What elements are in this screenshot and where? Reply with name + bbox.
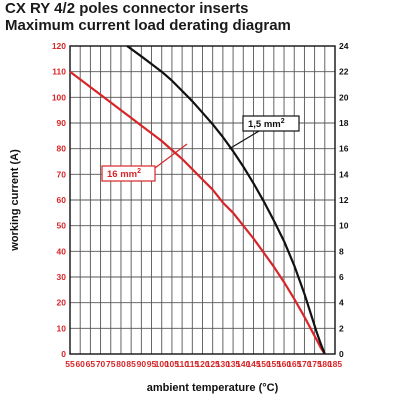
series-line (69, 70, 326, 355)
y-right-tick-label: 4 (339, 298, 344, 308)
x-tick-label: 100 (155, 359, 169, 369)
y-left-tick-label: 110 (52, 67, 66, 77)
x-tick-label: 185 (328, 359, 342, 369)
series-label: 16 mm2 (107, 168, 141, 180)
x-tick-label: 125 (206, 359, 220, 369)
x-tick-label: 105 (165, 359, 179, 369)
x-tick-label: 70 (96, 359, 106, 369)
x-tick-label: 75 (106, 359, 116, 369)
annotation-leader-line (228, 130, 260, 150)
y-left-tick-label: 50 (57, 221, 67, 231)
x-tick-label: 130 (216, 359, 230, 369)
y-right-tick-label: 8 (339, 246, 344, 256)
y-right-tick-label: 22 (339, 67, 349, 77)
y-left-tick-label: 0 (61, 349, 66, 359)
y-right-tick-label: 6 (339, 272, 344, 282)
y-left-tick-label: 100 (52, 92, 66, 102)
x-tick-label: 80 (116, 359, 126, 369)
y-left-tick-label: 10 (57, 323, 67, 333)
chart-title: CX RY 4/2 poles connector inserts (5, 0, 249, 17)
x-tick-label: 180 (318, 359, 332, 369)
x-tick-label: 120 (195, 359, 209, 369)
title-block: CX RY 4/2 poles connector inserts Maximu… (5, 0, 291, 34)
x-tick-label: 85 (126, 359, 136, 369)
y-right-tick-label: 10 (339, 221, 349, 231)
y-right-tick-label: 16 (339, 144, 349, 154)
y-axis-label: working current (A) (9, 149, 21, 252)
x-tick-label: 110 (175, 359, 189, 369)
y-right-tick-label: 12 (339, 195, 349, 205)
y-left-tick-label: 40 (57, 246, 67, 256)
y-left-tick-label: 60 (57, 195, 67, 205)
plot-frame (69, 45, 336, 355)
x-tick-label: 155 (267, 359, 281, 369)
x-tick-label: 55 (65, 359, 75, 369)
y-right-tick-label: 2 (339, 323, 344, 333)
x-tick-label: 175 (308, 359, 322, 369)
x-tick-label: 150 (257, 359, 271, 369)
annotation-box (101, 165, 156, 182)
y-left-tick-label: 30 (57, 272, 67, 282)
y-right-tick-label: 0 (339, 349, 344, 359)
y-left-tick-label: 80 (57, 144, 67, 154)
x-tick-label: 90 (137, 359, 147, 369)
x-tick-label: 145 (246, 359, 260, 369)
y-left-tick-label: 90 (57, 118, 67, 128)
x-tick-label: 135 (226, 359, 240, 369)
x-tick-label: 165 (287, 359, 301, 369)
y-left-tick-label: 70 (57, 169, 67, 179)
x-tick-label: 160 (277, 359, 291, 369)
y-right-tick-label: 14 (339, 169, 349, 179)
x-tick-label: 60 (75, 359, 85, 369)
y-left-tick-label: 20 (57, 298, 67, 308)
y-right-tick-label: 20 (339, 92, 349, 102)
series-label: 1,5 mm2 (248, 118, 285, 130)
x-tick-label: 65 (86, 359, 96, 369)
annotation-leader-line (154, 143, 188, 169)
y-left-tick-label: 120 (52, 41, 66, 51)
x-tick-label: 95 (147, 359, 157, 369)
y-right-tick-label: 24 (339, 41, 349, 51)
x-axis-label: ambient temperature (°C) (147, 382, 279, 394)
y-right-tick-label: 18 (339, 118, 349, 128)
x-tick-label: 115 (185, 359, 199, 369)
x-tick-label: 140 (236, 359, 250, 369)
x-tick-label: 170 (297, 359, 311, 369)
series-line (126, 45, 326, 355)
chart-subtitle: Maximum current load derating diagram (5, 17, 291, 34)
annotation-box (242, 115, 300, 132)
